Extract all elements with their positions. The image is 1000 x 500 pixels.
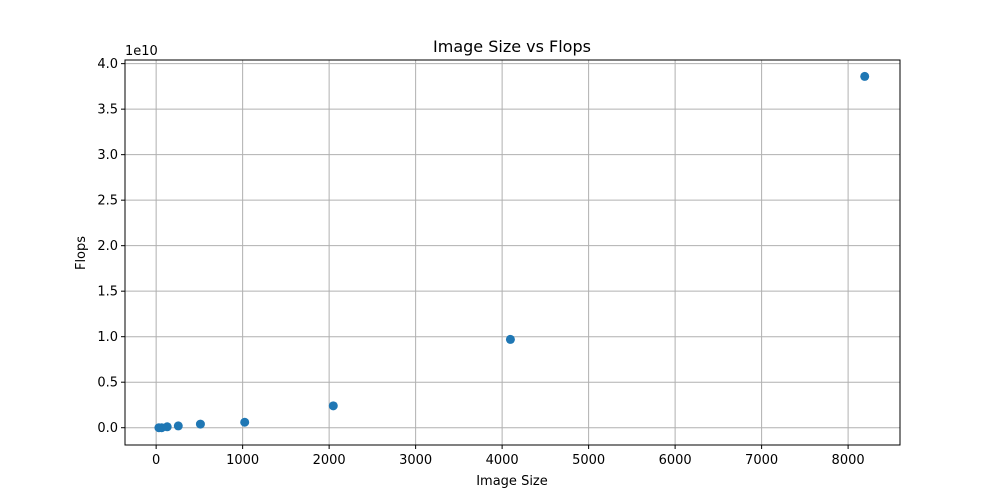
grid: [125, 60, 900, 445]
x-tick-label: 0: [152, 453, 160, 468]
y-tick-label: 0.0: [97, 421, 118, 436]
data-point: [505, 334, 515, 344]
x-tick-label: 2000: [313, 453, 346, 468]
x-axis-label: Image Size: [476, 474, 548, 489]
y-axis-label: Flops: [74, 236, 89, 270]
y-tick-label: 1.5: [97, 285, 118, 300]
x-tick-label: 8000: [832, 453, 865, 468]
data-points: [154, 71, 870, 433]
x-tick-label: 1000: [226, 453, 259, 468]
y-axis-offset-text: 1e10: [125, 44, 158, 59]
data-point: [162, 422, 172, 432]
y-tick-label: 4.0: [97, 57, 118, 72]
x-tick-label: 7000: [745, 453, 778, 468]
y-tick-label: 0.5: [97, 376, 118, 391]
y-tick-label: 3.5: [97, 103, 118, 118]
data-point: [195, 419, 205, 429]
x-tick-label: 5000: [572, 453, 605, 468]
data-point: [860, 71, 870, 81]
data-point: [173, 421, 183, 431]
x-tick-label: 4000: [486, 453, 519, 468]
x-tick-label: 6000: [659, 453, 692, 468]
data-point: [328, 401, 338, 411]
y-tick-label: 2.5: [97, 194, 118, 209]
y-tick-label: 2.0: [97, 239, 118, 254]
y-axis-ticks: 0.0 0.5 1.0 1.5 2.0 2.5 3.0 3.5 4.0: [97, 57, 125, 436]
chart-title: Image Size vs Flops: [433, 37, 591, 56]
x-tick-label: 3000: [399, 453, 432, 468]
x-axis-ticks: 0 1000 2000 3000 4000 5000 6000 7000 8000: [152, 445, 865, 468]
y-tick-label: 3.0: [97, 148, 118, 163]
plot-frame: [124, 59, 901, 446]
y-tick-label: 1.0: [97, 330, 118, 345]
data-point: [240, 417, 250, 427]
